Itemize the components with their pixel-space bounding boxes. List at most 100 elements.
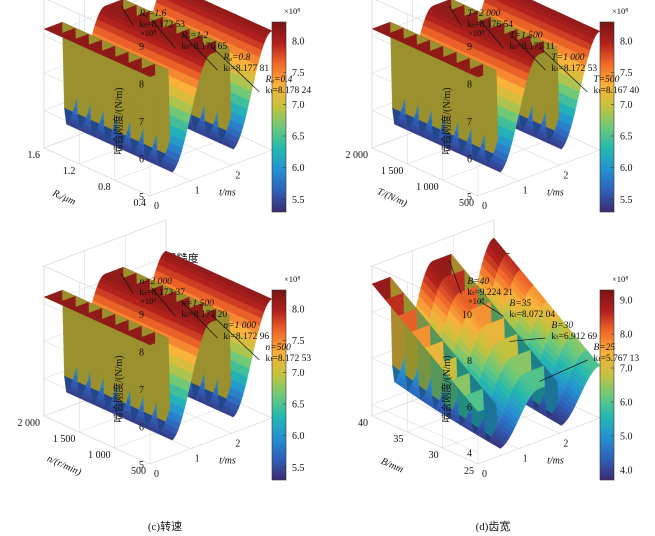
y-axis-label: n/(r/min) bbox=[45, 453, 83, 478]
colorbar-tick-label: 6.5 bbox=[292, 132, 305, 143]
annotation-leader bbox=[509, 337, 546, 342]
y-tick-label: 500 bbox=[131, 466, 146, 477]
z-axis-label: 啮合刚度/(N/m) bbox=[440, 355, 453, 422]
y-tick-label: 0.4 bbox=[134, 198, 147, 209]
colorbar: 5.5 6.0 6.5 7.0 7.5 8.0 ×10⁸ bbox=[599, 6, 633, 213]
panel-caption: (c)转速 bbox=[148, 519, 182, 533]
annotation-leader bbox=[449, 260, 462, 295]
y-tick-label: 1.6 bbox=[28, 150, 41, 161]
colorbar-exponent-label: ×10⁸ bbox=[284, 6, 300, 16]
colorbar-tick-label: 8.0 bbox=[620, 37, 633, 48]
colorbar-tick-label: 9.0 bbox=[620, 296, 633, 307]
annotation-leader bbox=[211, 314, 260, 361]
y-axis-label: Rₐ/μm bbox=[50, 187, 77, 207]
annotation-leader bbox=[539, 359, 588, 382]
annotation-leader bbox=[479, 19, 504, 49]
y-tick-label: 0.8 bbox=[98, 182, 111, 193]
colorbar-gradient bbox=[599, 289, 615, 481]
surface-facet bbox=[165, 0, 173, 3]
surface-facet bbox=[256, 24, 273, 33]
annotation-value: kₜ=8.172 53 bbox=[139, 20, 185, 30]
annotation-value: kₜ=8.172 53 bbox=[551, 64, 597, 74]
colorbar-tick-label: 6.5 bbox=[292, 400, 305, 411]
y-tick-label: 1 000 bbox=[88, 450, 111, 461]
x-tick-label: 0 bbox=[482, 201, 487, 212]
z-tick-label: 9 bbox=[139, 42, 144, 53]
colorbar-exponent-label: ×10⁸ bbox=[284, 274, 300, 284]
surface-facet bbox=[494, 0, 501, 3]
annotation-param: n=1 000 bbox=[223, 321, 256, 331]
annotation-leader bbox=[509, 32, 546, 71]
z-axis-label: 啮合刚度/(N/m) bbox=[112, 87, 125, 154]
z-tick-label: 7 bbox=[139, 385, 144, 396]
z-axis-label: 啮合刚度/(N/m) bbox=[112, 355, 125, 422]
annotation-param: n=500 bbox=[265, 343, 291, 353]
annotation-leader bbox=[211, 46, 260, 93]
y-axis-label: B/mm bbox=[379, 456, 405, 476]
x-tick-label: 0 bbox=[154, 201, 159, 212]
y-tick-label: 40 bbox=[358, 418, 368, 429]
x-tick-label: 1 bbox=[523, 454, 528, 465]
annotation-param: B=30 bbox=[551, 321, 573, 331]
x-tick-label: 0 bbox=[482, 469, 487, 480]
annotation-leader bbox=[121, 273, 134, 295]
surface-facet bbox=[584, 25, 601, 33]
y-tick-label: 1 500 bbox=[53, 434, 76, 445]
annotation-param: Rₐ=0.8 bbox=[222, 53, 250, 63]
z-tick-label: 5 bbox=[139, 460, 144, 471]
annotation-leader bbox=[181, 300, 218, 339]
colorbar-tick-label: 6.5 bbox=[620, 132, 633, 143]
z-exponent-label: ×10⁸ bbox=[140, 296, 156, 306]
annotation-leader bbox=[151, 287, 176, 317]
y-tick-label: 25 bbox=[464, 466, 474, 477]
annotation-param: T=2 000 bbox=[467, 9, 500, 19]
z-tick-label: 6 bbox=[139, 155, 144, 166]
z-tick-label: 7 bbox=[467, 117, 472, 128]
annotation-leader bbox=[151, 19, 176, 49]
annotation-leader bbox=[449, 5, 462, 27]
x-axis-label: t/ms bbox=[547, 455, 564, 466]
panel-caption: (d)齿宽 bbox=[476, 519, 511, 533]
annotation-value: kₜ=8.072 04 bbox=[509, 310, 555, 320]
annotation-param: Rₐ=1.6 bbox=[138, 9, 166, 19]
annotation-value: kₜ=8.176 54 bbox=[467, 20, 513, 30]
z-tick-label: 6 bbox=[467, 155, 472, 166]
x-axis-label: t/ms bbox=[219, 187, 236, 198]
z-exponent-label: ×10⁸ bbox=[468, 296, 484, 306]
x-tick-label: 2 bbox=[235, 438, 240, 449]
annotation-value: kₜ=5.767 13 bbox=[593, 354, 639, 364]
colorbar-tick-label: 5.0 bbox=[620, 431, 633, 442]
y-tick-label: 30 bbox=[429, 450, 439, 461]
annotation-leader bbox=[479, 300, 504, 317]
colorbar-gradient bbox=[271, 289, 287, 481]
x-tick-label: 1 bbox=[523, 186, 528, 197]
colorbar-exponent-label: ×10⁸ bbox=[612, 6, 628, 16]
colorbar-tick-label: 6.0 bbox=[292, 163, 305, 174]
annotation-value: kₜ=8.177 81 bbox=[223, 64, 269, 74]
colorbar-tick-label: 6.0 bbox=[292, 431, 305, 442]
colorbar-tick-label: 8.0 bbox=[620, 330, 633, 341]
z-exponent-label: ×10⁸ bbox=[468, 28, 484, 38]
x-tick-label: 0 bbox=[154, 469, 159, 480]
colorbar-gradient bbox=[599, 21, 615, 213]
annotation-leader bbox=[539, 46, 588, 93]
annotation-param: T=1 000 bbox=[551, 53, 584, 63]
panel-d-face-width: 46810×10⁸啮合刚度/(N/m)0123t/ms40353025B/mm4… bbox=[358, 219, 639, 533]
panel-a-roughness: 56789×10⁸啮合刚度/(N/m)0123t/ms1.61.20.80.4R… bbox=[28, 0, 311, 265]
colorbar-tick-label: 7.5 bbox=[292, 68, 305, 79]
z-tick-label: 8 bbox=[467, 80, 472, 91]
y-tick-label: 2 000 bbox=[18, 418, 41, 429]
annotation-leader bbox=[121, 5, 134, 27]
z-tick-label: 10 bbox=[462, 310, 472, 321]
annotation-param: B=25 bbox=[593, 343, 615, 353]
z-tick-label: 8 bbox=[139, 80, 144, 91]
z-tick-label: 7 bbox=[139, 117, 144, 128]
z-tick-label: 6 bbox=[139, 423, 144, 434]
surface-facet bbox=[482, 64, 499, 157]
z-tick-label: 4 bbox=[467, 448, 472, 459]
annotation-value: kₜ=8.176 65 bbox=[181, 42, 227, 52]
